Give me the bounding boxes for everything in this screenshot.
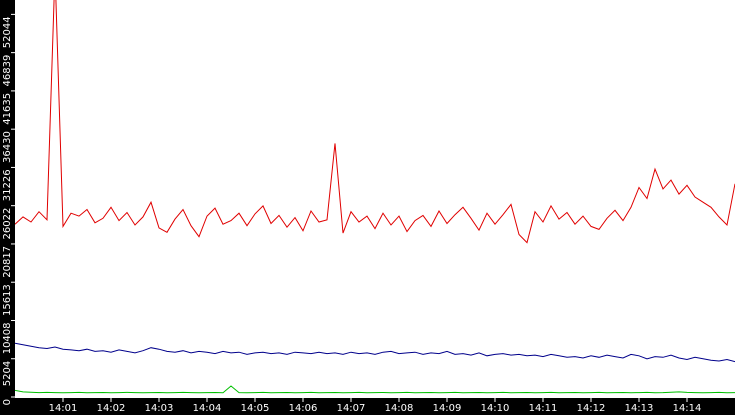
x-tick-label: 14:03: [145, 403, 174, 414]
y-tick-label: 36430: [2, 131, 13, 163]
x-tick-label: 14:04: [193, 403, 222, 414]
y-tick-label: 31226: [2, 169, 13, 201]
x-tick-label: 14:01: [49, 403, 78, 414]
x-tick-label: 14:10: [481, 403, 510, 414]
y-tick-label: 20817: [2, 246, 13, 278]
y-tick-label: 41635: [2, 93, 13, 125]
y-tick-label: 26022: [2, 208, 13, 240]
y-tick-label: 46839: [2, 55, 13, 87]
y-tick-label: 0: [2, 399, 13, 405]
y-tick-label: 5204: [2, 361, 13, 386]
x-tick-label: 14:12: [577, 403, 606, 414]
y-tick-label: 15613: [2, 284, 13, 316]
x-tick-label: 14:06: [289, 403, 318, 414]
x-tick-label: 14:11: [529, 403, 558, 414]
x-tick-label: 14:14: [673, 403, 702, 414]
x-tick-label: 14:13: [625, 403, 654, 414]
y-tick-label: 10408: [2, 322, 13, 354]
x-tick-label: 14:05: [241, 403, 270, 414]
x-tick-label: 14:02: [97, 403, 126, 414]
y-axis-strip: [0, 0, 15, 415]
series-line: [15, 0, 735, 244]
y-tick-label: 52044: [2, 16, 13, 48]
x-tick-label: 14:09: [433, 403, 462, 414]
x-tick-label: 14:07: [337, 403, 366, 414]
series-line: [15, 385, 735, 394]
series-line: [15, 342, 735, 363]
x-axis-strip: [0, 398, 735, 415]
x-tick-label: 14:08: [385, 403, 414, 414]
plot-area: [15, 0, 735, 394]
